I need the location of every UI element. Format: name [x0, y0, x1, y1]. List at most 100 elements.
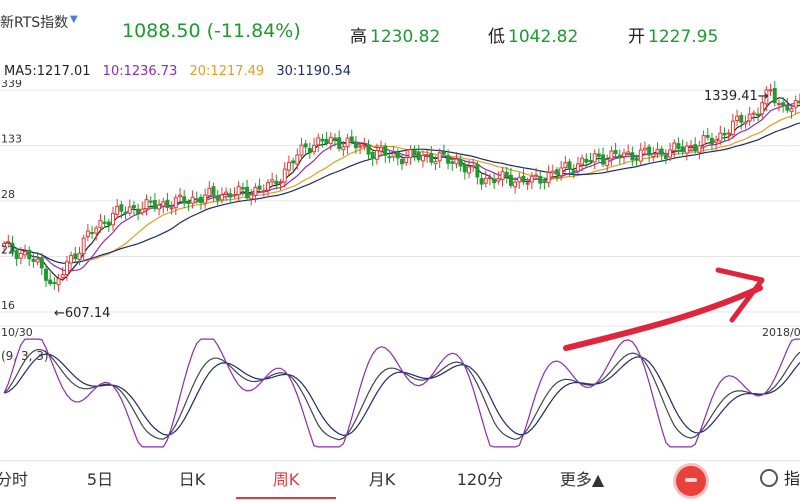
candle-body	[437, 152, 442, 162]
candle-body	[144, 199, 149, 210]
candle-body	[286, 162, 291, 171]
change-percent: (-11.84%)	[206, 20, 301, 42]
candle-body	[575, 163, 580, 172]
kdj-title: (9, 3, 3)	[1, 349, 49, 363]
candle-body	[689, 145, 693, 148]
candlesticks	[2, 81, 800, 292]
candle-body	[747, 113, 752, 122]
tab-120min[interactable]: 120分	[456, 470, 504, 489]
candle-body	[102, 221, 107, 224]
candle-body	[538, 175, 543, 184]
candle-body	[249, 194, 254, 200]
candle-body	[684, 145, 689, 154]
candle-body	[328, 136, 333, 144]
candle-body	[525, 182, 530, 185]
tab-weekly-k[interactable]: 周K	[272, 470, 300, 489]
kdj-line	[3, 348, 800, 441]
record-button[interactable]	[676, 466, 706, 496]
candle-body	[642, 147, 647, 151]
candle-body	[362, 144, 367, 147]
candle-body	[341, 146, 346, 151]
candle-body	[282, 168, 287, 183]
candle-body	[115, 205, 120, 215]
candle-body	[580, 157, 585, 165]
candle-body	[651, 153, 656, 158]
candle-body	[161, 201, 166, 207]
candle-body	[408, 149, 413, 159]
candle-body	[789, 108, 794, 113]
candle-body	[793, 100, 798, 108]
last-price: 1088.50	[122, 20, 201, 42]
candle-body	[274, 180, 279, 185]
low-label: 低	[488, 27, 505, 47]
kline-chart-area[interactable]: 339 133 28 22 16 10/30 2018/0 1339.41→ ←607.14 (9…	[0, 77, 800, 460]
candle-body	[529, 175, 534, 183]
indicator-settings[interactable]: 指	[760, 460, 800, 500]
tab-monthly-k[interactable]: 月K	[368, 470, 396, 489]
moving-average-lines	[3, 97, 800, 281]
candle-body	[601, 154, 606, 165]
candle-body	[270, 179, 275, 183]
tab-daily-k[interactable]: 日K	[178, 470, 206, 489]
candle-body	[521, 175, 526, 183]
candle-body	[555, 169, 559, 175]
candle-body	[764, 89, 769, 105]
candle-body	[756, 113, 760, 116]
candle-body	[152, 200, 157, 209]
candle-body	[157, 204, 162, 210]
candle-body	[56, 278, 61, 286]
tab-5day[interactable]: 5日	[86, 470, 114, 489]
x-tick-label: 10/30	[1, 326, 33, 339]
candle-body	[534, 174, 538, 177]
candle-body	[374, 149, 379, 160]
kdj-line	[3, 338, 800, 448]
hand-drawn-arrow	[563, 267, 765, 351]
candle-body	[701, 135, 706, 146]
y-tick-label: 28	[1, 188, 15, 201]
candle-body	[18, 252, 23, 259]
candle-body	[743, 121, 748, 125]
candle-body	[718, 132, 723, 142]
tab-intraday[interactable]: 分时	[0, 470, 28, 489]
candle-body	[379, 147, 384, 152]
candle-body	[207, 187, 212, 197]
candle-body	[127, 206, 132, 214]
tab-more[interactable]: 更多▲	[559, 470, 605, 489]
high-label: 高	[350, 27, 367, 47]
candle-body	[2, 243, 7, 247]
candle-body	[500, 171, 505, 180]
dropdown-caret-icon[interactable]: ▼	[70, 14, 78, 25]
candle-body	[39, 257, 44, 269]
candle-body	[295, 154, 300, 165]
candle-body	[291, 160, 296, 164]
index-title[interactable]: 新RTS指数	[0, 15, 69, 31]
candle-body	[584, 158, 589, 163]
candle-body	[370, 152, 375, 159]
candle-body	[462, 163, 467, 173]
candle-body	[148, 200, 153, 203]
candle-body	[31, 258, 36, 262]
candle-body	[349, 136, 354, 142]
candle-body	[668, 149, 673, 158]
low-value: 1042.82	[508, 27, 579, 47]
candle-body	[90, 232, 95, 235]
candle-body	[647, 146, 652, 156]
candle-body	[77, 252, 82, 260]
candle-body	[772, 87, 777, 104]
candle-body	[609, 150, 614, 160]
candle-body	[186, 201, 191, 204]
candle-body	[416, 152, 421, 161]
ma-legend-ma30: 30:1190.54	[276, 64, 352, 79]
candle-body	[705, 135, 710, 138]
candle-body	[613, 150, 618, 155]
candle-body	[190, 196, 195, 204]
candle-body	[663, 155, 668, 160]
candle-body	[48, 279, 53, 284]
candle-body	[596, 153, 601, 157]
candle-body	[634, 157, 639, 161]
candle-body	[224, 191, 229, 195]
price-readout: 1088.50 (-11.84%)	[122, 20, 301, 42]
candle-body	[400, 158, 404, 165]
kline-chart-svg[interactable]: 339 133 28 22 16 10/30 2018/0 1339.41→ ←607.14 (9…	[0, 77, 800, 460]
candle-body	[60, 274, 65, 279]
